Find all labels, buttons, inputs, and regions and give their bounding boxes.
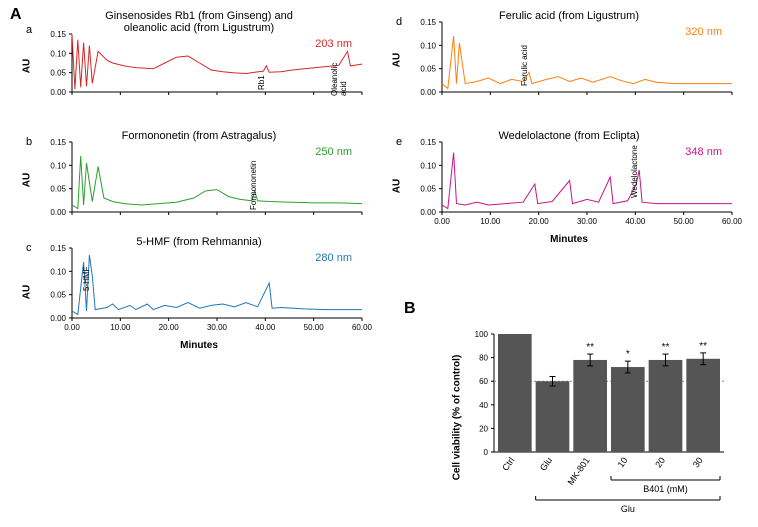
svg-text:0.05: 0.05	[420, 185, 436, 194]
wavelength-label: 348 nm	[685, 146, 722, 158]
svg-text:MK-801: MK-801	[566, 455, 592, 487]
svg-text:40.00: 40.00	[255, 323, 276, 332]
chromatogram-c: c 5-HMF (from Rehmannia) AU 0.000.050.10…	[34, 236, 364, 351]
y-axis-label: AU	[392, 53, 403, 67]
svg-text:B401 (mM): B401 (mM)	[643, 484, 688, 494]
svg-text:50.00: 50.00	[674, 217, 695, 226]
svg-text:0.05: 0.05	[420, 65, 436, 74]
svg-text:0.00: 0.00	[434, 217, 450, 226]
svg-text:30.00: 30.00	[577, 217, 598, 226]
peak-label: Wedelolactone	[630, 145, 639, 198]
y-axis-label: AU	[22, 285, 33, 299]
svg-text:**: **	[699, 341, 707, 352]
chart-title: Ferulic acid (from Ligustrum)	[404, 10, 734, 22]
peak-label: Ferulic acid	[520, 45, 529, 86]
svg-text:Glu: Glu	[538, 455, 554, 472]
chromatogram-b: b Formononetin (from Astragalus) AU 0.00…	[34, 130, 364, 218]
x-axis-label: Minutes	[404, 234, 734, 245]
svg-text:80: 80	[479, 354, 488, 363]
svg-text:0.00: 0.00	[50, 88, 66, 97]
chromatogram-e: e Wedelolactone (from Eclipta) AU 0.000.…	[404, 130, 734, 245]
svg-text:30.00: 30.00	[207, 323, 228, 332]
peak-label: Formononetin	[249, 161, 258, 210]
svg-text:0.10: 0.10	[420, 41, 436, 50]
wavelength-label: 250 nm	[315, 146, 352, 158]
svg-text:40.00: 40.00	[625, 217, 646, 226]
y-axis-label: AU	[22, 59, 33, 73]
svg-text:0.10: 0.10	[420, 161, 436, 170]
svg-text:0: 0	[484, 448, 489, 457]
svg-text:0.05: 0.05	[50, 291, 66, 300]
peak-label: 5-HMF	[82, 266, 91, 290]
chart-title: Formononetin (from Astragalus)	[34, 130, 364, 142]
panel-a-label: A	[10, 6, 22, 24]
svg-text:Ctrl: Ctrl	[500, 455, 516, 472]
peak-label: Rb1	[257, 76, 266, 91]
wavelength-label: 203 nm	[315, 38, 352, 50]
svg-text:60: 60	[479, 377, 488, 386]
svg-text:20: 20	[653, 455, 667, 469]
svg-text:0.05: 0.05	[50, 185, 66, 194]
svg-text:100: 100	[475, 330, 489, 339]
svg-text:0.15: 0.15	[50, 138, 66, 147]
svg-text:**: **	[586, 342, 594, 353]
svg-text:60.00: 60.00	[722, 217, 743, 226]
svg-text:0.15: 0.15	[50, 244, 66, 253]
svg-text:0.00: 0.00	[420, 88, 436, 97]
chart-title: Ginsenosides Rb1 (from Ginseng) andolean…	[34, 10, 364, 34]
svg-text:30: 30	[691, 455, 705, 469]
svg-text:10.00: 10.00	[110, 323, 131, 332]
wavelength-label: 320 nm	[685, 26, 722, 38]
svg-text:0.00: 0.00	[420, 208, 436, 217]
svg-text:20.00: 20.00	[159, 323, 180, 332]
svg-text:**: **	[662, 342, 670, 353]
wavelength-label: 280 nm	[315, 252, 352, 264]
svg-text:40: 40	[479, 401, 488, 410]
chromatogram-a: a Ginsenosides Rb1 (from Ginseng) andole…	[34, 10, 364, 98]
svg-text:0.00: 0.00	[50, 208, 66, 217]
panel-b-label: B	[404, 300, 416, 318]
svg-text:0.10: 0.10	[50, 267, 66, 276]
svg-text:Glu: Glu	[621, 504, 635, 514]
y-axis-label: AU	[392, 179, 403, 193]
svg-text:0.00: 0.00	[50, 314, 66, 323]
bar-y-label: Cell viability (% of control)	[451, 355, 462, 481]
svg-text:0.10: 0.10	[50, 161, 66, 170]
subpanel-label: a	[26, 24, 32, 36]
svg-text:10.00: 10.00	[480, 217, 501, 226]
y-axis-label: AU	[22, 173, 33, 187]
subpanel-label: b	[26, 136, 32, 148]
subpanel-label: c	[26, 242, 32, 254]
bar-chart: Cell viability (% of control) 0204060801…	[460, 322, 730, 502]
svg-text:0.15: 0.15	[420, 138, 436, 147]
chart-title: 5-HMF (from Rehmannia)	[34, 236, 364, 248]
svg-text:10: 10	[616, 455, 630, 469]
svg-text:60.00: 60.00	[352, 323, 373, 332]
subpanel-label: e	[396, 136, 402, 148]
svg-text:20.00: 20.00	[529, 217, 550, 226]
bar-chart-svg: 0 20 40 60 80 100 Ctrl Glu ** MK-801 * 10 ** 20 ** 30 B4…	[460, 322, 730, 522]
svg-text:0.15: 0.15	[50, 30, 66, 39]
svg-text:20: 20	[479, 424, 488, 433]
chromatogram-d: d Ferulic acid (from Ligustrum) AU 0.000…	[404, 10, 734, 98]
svg-text:0.00: 0.00	[64, 323, 80, 332]
svg-text:50.00: 50.00	[304, 323, 325, 332]
svg-text:0.05: 0.05	[50, 69, 66, 78]
svg-text:0.15: 0.15	[420, 18, 436, 27]
peak-label: Oleanolic acid	[330, 62, 348, 95]
chart-title: Wedelolactone (from Eclipta)	[404, 130, 734, 142]
x-axis-label: Minutes	[34, 340, 364, 351]
subpanel-label: d	[396, 16, 402, 28]
svg-text:0.10: 0.10	[50, 49, 66, 58]
svg-text:*: *	[626, 349, 630, 360]
